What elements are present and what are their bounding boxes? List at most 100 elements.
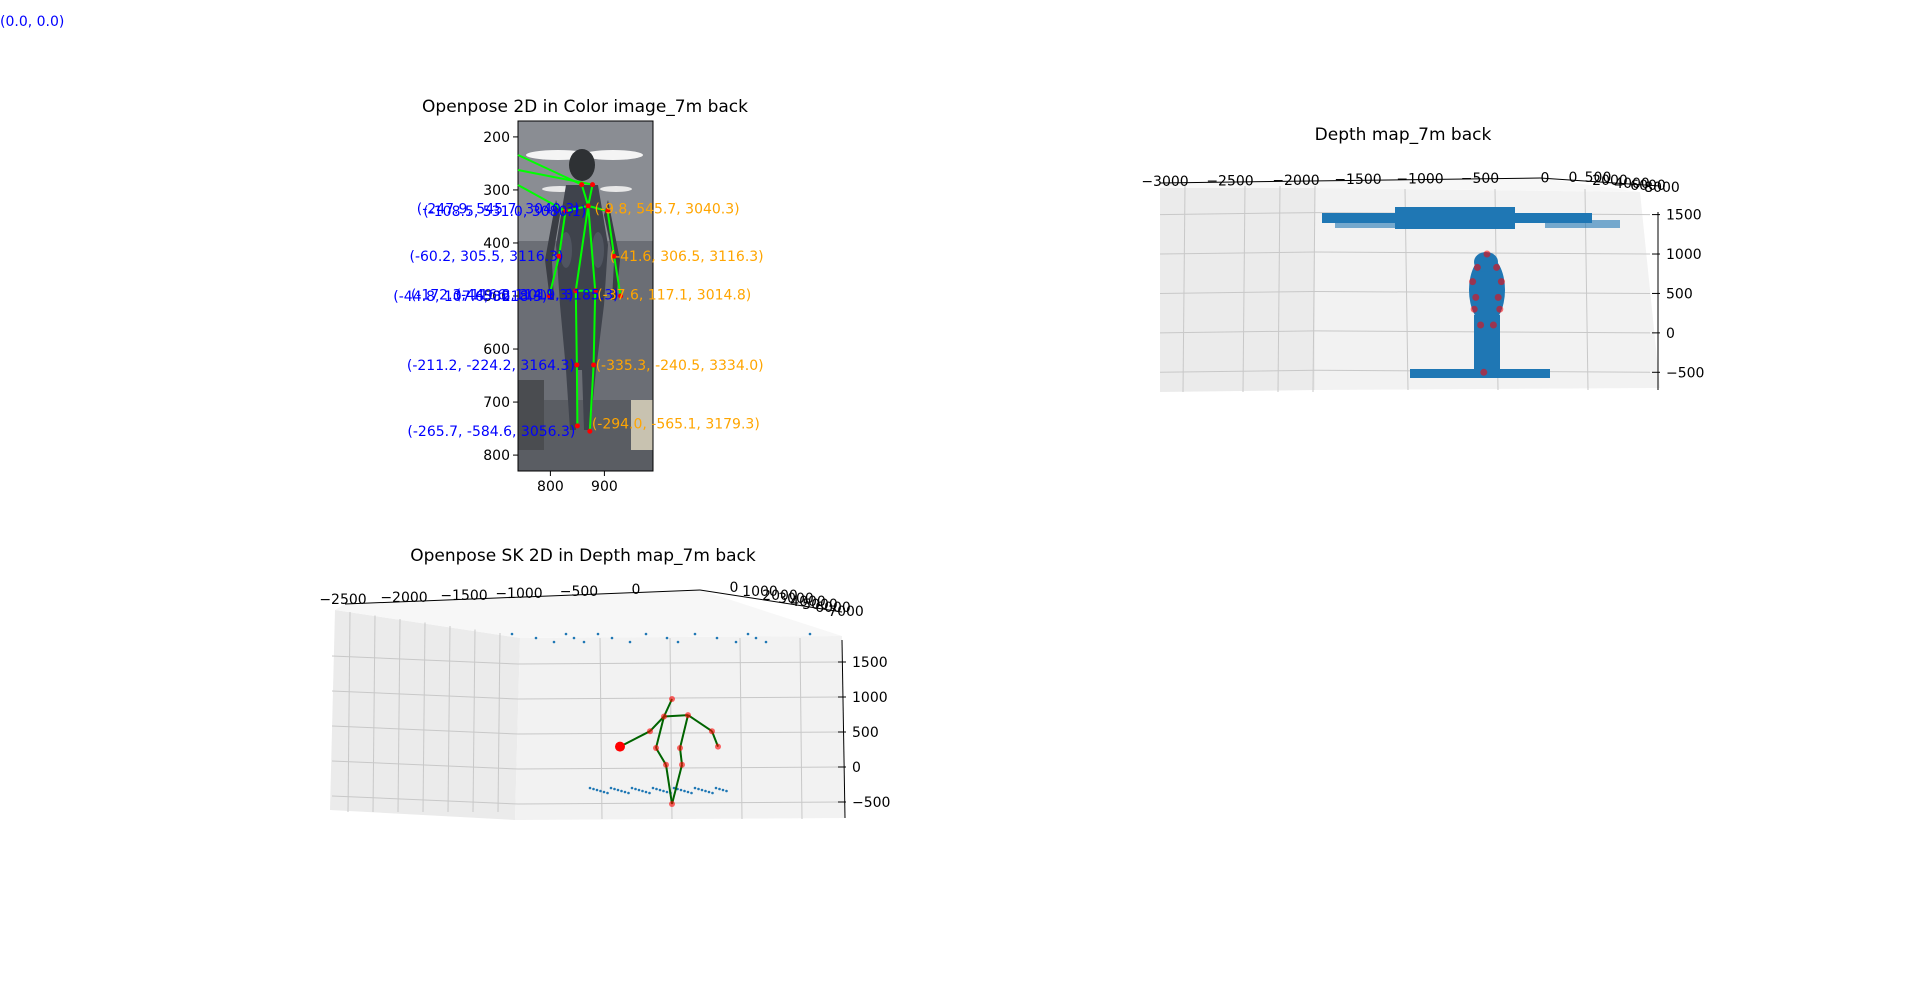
skeleton-joint	[661, 713, 667, 720]
floor-point	[665, 790, 669, 794]
grid-line	[1159, 251, 1316, 255]
floor-point	[658, 788, 662, 792]
floor-point	[588, 786, 592, 790]
y-tick-label: 6000	[1630, 178, 1666, 194]
floor-point	[725, 789, 728, 793]
y-tick-label: 800	[483, 448, 510, 464]
depth-keypoint	[1493, 263, 1501, 271]
z-tick-label: 0	[1666, 326, 1675, 342]
skeleton-bone	[580, 184, 590, 207]
z-tick-label: 500	[1666, 286, 1693, 302]
y-tick-label: 4000	[790, 594, 826, 610]
depth-keypoint	[1489, 321, 1497, 329]
floor-point	[634, 787, 637, 791]
keypoint-marker	[546, 293, 552, 299]
skeleton-bone	[687, 714, 713, 733]
depth-keypoint	[1496, 305, 1504, 313]
z-tick-label: 1000	[1666, 247, 1702, 263]
x-tick-label: −2000	[1272, 173, 1319, 189]
x-tick-label: −2000	[380, 590, 427, 606]
skeleton-bone	[671, 764, 683, 805]
skeleton-bone	[588, 364, 595, 432]
skeleton-bone	[663, 698, 673, 717]
floor-point	[616, 788, 620, 792]
background-point	[715, 636, 719, 640]
grid-line	[599, 637, 603, 820]
background-point	[572, 636, 576, 640]
y-tick-label: 1000	[742, 584, 778, 600]
x-tick-label: −500	[560, 584, 598, 600]
background-point	[564, 632, 568, 636]
depth-keypoint	[1473, 263, 1481, 271]
skeleton-chart-panes	[330, 590, 845, 820]
skeleton-bone	[548, 255, 561, 297]
keypoint-marker	[591, 362, 597, 368]
floor-point	[651, 786, 655, 790]
keypoint-marker	[611, 253, 617, 259]
depth-keypoints	[1469, 250, 1505, 376]
skeleton-bone	[665, 764, 673, 805]
floor-point	[683, 789, 686, 793]
grid-line	[517, 661, 843, 665]
y-tick-label: 300	[483, 183, 510, 199]
grid-line	[347, 611, 351, 813]
grid-line	[397, 618, 401, 813]
floor-point	[602, 790, 606, 794]
z-tick-label: −500	[852, 795, 890, 811]
floor-point	[700, 788, 704, 792]
grid-line	[739, 637, 743, 820]
keypoint-marker	[592, 288, 598, 294]
y-tick-label: 600	[483, 342, 510, 358]
depth-keypoint	[1497, 278, 1505, 286]
skeleton-joint	[677, 745, 683, 751]
keypoint-marker	[573, 288, 579, 294]
skeleton-chart-title: Openpose SK 2D in Depth map_7m back	[410, 546, 756, 566]
grid-line	[799, 637, 803, 820]
skeleton-3d-bones	[619, 698, 719, 805]
depth-chart-title: Depth map_7m back	[1315, 125, 1492, 145]
color-chart-ticks: 800 900 200 300 400 500 600 700 800	[483, 130, 618, 495]
y-tick-label: 0	[1569, 170, 1578, 186]
grid-line	[331, 655, 519, 665]
background-point	[693, 632, 697, 636]
background-point	[510, 632, 514, 636]
floor-point	[721, 788, 725, 792]
floor-point	[686, 790, 690, 794]
skeleton-bone	[663, 714, 689, 718]
y-tick-label: 3000	[778, 591, 814, 607]
skeleton-joint	[679, 761, 685, 768]
background-point	[534, 636, 538, 640]
background-point	[808, 632, 812, 636]
coordinate-annotation: (-41.6, 306.5, 3116.3)	[610, 249, 764, 265]
x-tick-label: 800	[537, 479, 564, 495]
y-tick-label: 0	[730, 580, 739, 596]
depth-keypoint	[1477, 321, 1485, 329]
background-point	[764, 640, 768, 644]
skeleton-depth-chart: Openpose SK 2D in Depth map_7m back 1500…	[319, 546, 890, 820]
floor-point	[599, 789, 602, 793]
grid-line	[517, 696, 843, 700]
depth-background-band	[1545, 220, 1620, 228]
skeleton-bone	[575, 364, 579, 426]
skeleton-bone	[574, 290, 578, 365]
coordinate-annotation: (-211.2, -224.2, 3164.3)	[407, 358, 575, 374]
background-point	[610, 636, 614, 640]
x-tick-label: −3000	[1141, 174, 1188, 190]
keypoint-marker	[587, 428, 593, 434]
keypoint-marker	[605, 208, 611, 214]
floor-point	[662, 789, 665, 793]
skeleton-bone	[655, 716, 665, 749]
floor-point	[613, 787, 616, 791]
color-chart-title: Openpose 2D in Color image_7m back	[422, 97, 748, 117]
y-tick-label: 2000	[762, 588, 798, 604]
floor-point	[620, 789, 623, 793]
skeleton-bone	[655, 747, 667, 766]
skeleton-bone	[565, 204, 589, 213]
grid-line	[1277, 185, 1281, 393]
skeleton-bone	[619, 730, 651, 748]
floor-point	[630, 786, 634, 790]
coordinate-annotation: (-9.8, 545.7, 3040.3)	[595, 202, 740, 218]
y-tick-label: 8000	[1644, 180, 1680, 196]
x-tick-label: −1500	[1334, 172, 1381, 188]
